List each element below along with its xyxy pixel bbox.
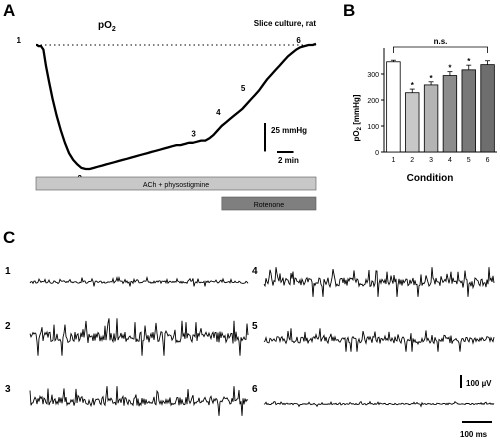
trace-scale-bar-time-label: 100 ms xyxy=(460,430,488,439)
bar-condition-6 xyxy=(480,64,495,153)
x-tick-label: 1 xyxy=(391,157,395,164)
field-potential-trace-2 xyxy=(29,318,249,356)
treatment-bars: ACh + physostigmine Rotenone xyxy=(35,176,317,211)
significance-star: * xyxy=(411,81,415,90)
scale-bar-y: 25 mmHg xyxy=(264,123,307,152)
panel-letter-c: C xyxy=(3,228,15,247)
bar-condition-4 xyxy=(442,75,458,153)
x-tick-label: 2 xyxy=(410,157,414,164)
po2-trace-line xyxy=(36,42,317,171)
y-tick-label: 0 xyxy=(375,150,379,157)
x-tick-label: 6 xyxy=(486,157,490,164)
treatment-label-1: Rotenone xyxy=(254,202,284,209)
field-potential-trace-5 xyxy=(263,328,495,352)
bar-condition-3 xyxy=(423,84,439,153)
trace-label-5: 5 xyxy=(252,321,258,332)
field-potential-trace-3 xyxy=(29,386,249,416)
trace-label-3: 3 xyxy=(5,384,11,395)
significance-bracket xyxy=(393,46,488,53)
scale-bar-y-label: 25 mmHg xyxy=(271,126,307,135)
significance-star: * xyxy=(430,74,434,83)
x-tick-label: 4 xyxy=(448,157,452,164)
y-axis-label: pO2 [mmHg] xyxy=(352,94,363,141)
x-axis-label: Condition xyxy=(407,173,454,184)
scale-bar-x: 2 min xyxy=(277,151,299,165)
panel-c-traces: 1 2 3 4 5 6 xyxy=(5,266,495,416)
panel-letter-a: A xyxy=(3,1,15,20)
trace-scale-bar-voltage-label: 100 µV xyxy=(466,379,492,388)
field-potential-trace-6 xyxy=(263,400,495,408)
field-potential-trace-1 xyxy=(29,275,249,287)
time-point-marker-1: 1 xyxy=(16,36,21,45)
field-potential-trace-4 xyxy=(263,267,495,297)
bar-condition-2 xyxy=(405,92,420,153)
bar-condition-1 xyxy=(386,61,401,153)
x-tick-label: 5 xyxy=(467,157,471,164)
treatment-bar-0 xyxy=(35,176,317,191)
bracket-label: n.s. xyxy=(434,37,448,46)
trace-label-1: 1 xyxy=(5,266,11,277)
panel-letter-b: B xyxy=(343,1,355,20)
time-point-marker-5: 5 xyxy=(241,84,246,93)
treatment-bar-1 xyxy=(221,196,317,211)
trace-label-6: 6 xyxy=(252,384,258,395)
y-tick-label: 100 xyxy=(367,124,379,131)
x-tick-label: 3 xyxy=(429,157,433,164)
treatment-label-0: ACh + physostigmine xyxy=(143,182,209,189)
time-point-marker-3: 3 xyxy=(191,130,196,139)
y-tick-label: 300 xyxy=(367,72,379,79)
panel-b-bar-chart: 0 100 200 300 1 * 2 * 3 * 4 * 5 6 n.s. pO2 [mmHg] Cond… xyxy=(352,37,497,184)
trace-scale-bars: 100 µV 100 ms xyxy=(460,375,492,439)
significance-star: * xyxy=(467,57,471,66)
significance-star: * xyxy=(448,64,452,73)
y-tick-label: 200 xyxy=(367,98,379,105)
time-point-marker-6: 6 xyxy=(296,36,301,45)
time-point-marker-4: 4 xyxy=(216,108,221,117)
trace-label-2: 2 xyxy=(5,321,11,332)
panel-a-subtitle: Slice culture, rat xyxy=(254,19,317,28)
trace-label-4: 4 xyxy=(252,266,258,277)
panel-a-title: pO2 xyxy=(98,20,116,33)
bar-condition-5 xyxy=(461,69,476,153)
scale-bar-x-label: 2 min xyxy=(278,156,299,165)
